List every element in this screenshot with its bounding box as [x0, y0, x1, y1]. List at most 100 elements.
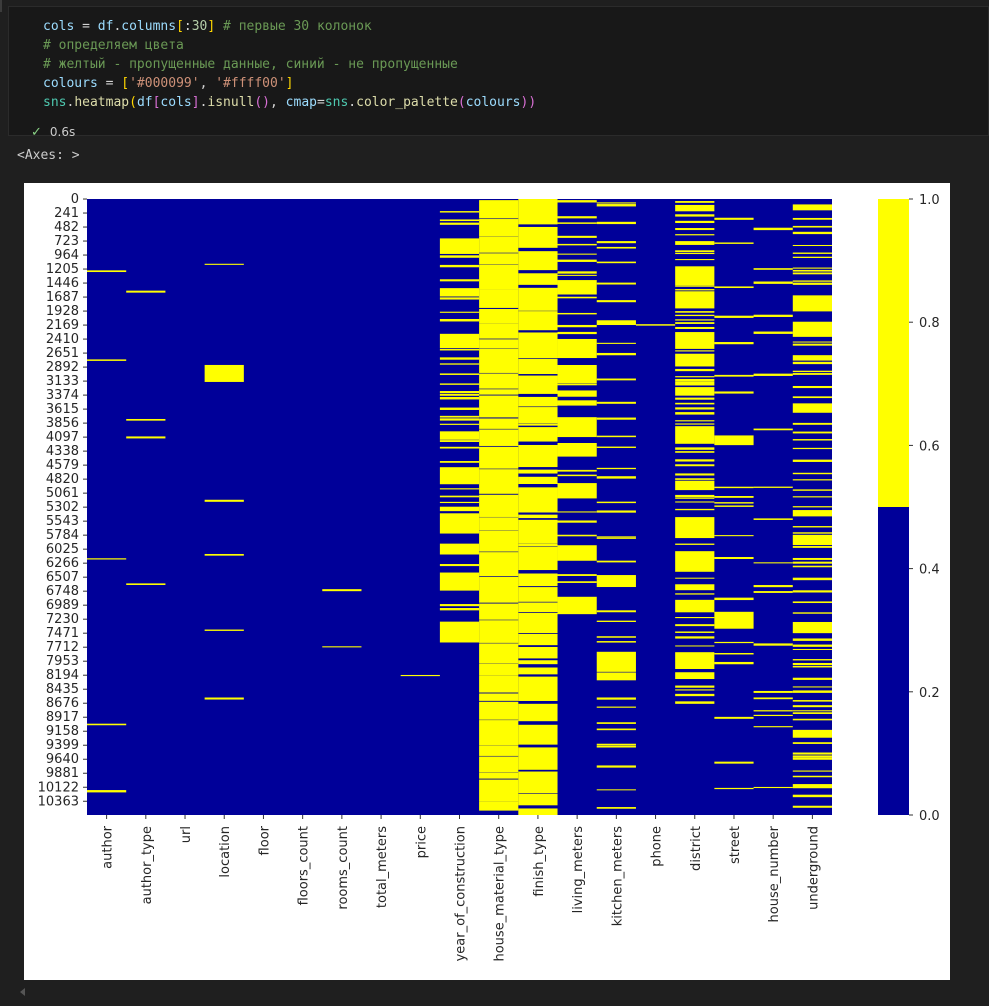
code-cell[interactable]: cols = df.columns[:30] # первые 30 колон… — [8, 6, 989, 140]
missing-band — [557, 596, 597, 615]
missing-band — [126, 436, 166, 439]
missing-band — [675, 285, 715, 287]
row-tick-label: 8917 — [46, 710, 79, 725]
missing-band — [518, 427, 558, 442]
missing-band — [439, 264, 480, 268]
missing-band — [518, 226, 558, 248]
exec-time: 0.6s — [49, 125, 76, 139]
missing-band — [714, 716, 754, 719]
missing-band — [126, 290, 166, 293]
missing-band — [518, 476, 558, 485]
missing-band — [596, 807, 636, 809]
missing-band — [714, 556, 754, 559]
colorbar-tick-label: 1.0 — [919, 193, 940, 208]
row-tick-label: 6748 — [46, 584, 79, 599]
missing-band — [479, 643, 519, 664]
row-tick-label: 9399 — [46, 738, 79, 753]
missing-band — [792, 557, 832, 560]
missing-band — [557, 483, 597, 499]
missing-band — [518, 602, 558, 613]
missing-band — [557, 271, 597, 274]
missing-band — [714, 486, 754, 489]
row-tick-label: 2410 — [46, 332, 79, 347]
code-token: sns — [43, 95, 67, 110]
missing-band — [596, 202, 636, 204]
column-label: street — [728, 826, 743, 864]
code-token: , — [199, 76, 216, 91]
missing-band — [518, 703, 558, 722]
missing-band — [675, 693, 715, 697]
missing-band — [518, 676, 558, 701]
missing-band — [518, 469, 558, 474]
missing-band — [479, 552, 519, 577]
missing-band — [675, 201, 715, 203]
missing-band — [596, 300, 636, 303]
missing-band — [675, 368, 715, 372]
missing-band — [675, 252, 715, 255]
missing-band — [596, 476, 636, 479]
missing-band — [439, 513, 480, 534]
missing-band — [675, 685, 715, 688]
cell-collapse-marker[interactable] — [0, 0, 2, 12]
scroll-left-icon[interactable] — [20, 988, 25, 996]
missing-band — [714, 597, 754, 601]
missing-band — [792, 396, 832, 399]
missing-band — [439, 333, 480, 349]
missing-band — [714, 286, 754, 289]
missing-band — [714, 787, 754, 790]
row-tick-label: 2169 — [46, 318, 79, 333]
missing-band — [557, 511, 597, 513]
missing-band — [439, 238, 480, 254]
column-label: district — [689, 826, 704, 871]
column-label: house_number — [767, 825, 782, 922]
missing-band — [675, 593, 715, 595]
code-token: df — [136, 95, 153, 110]
missing-band — [792, 770, 832, 772]
code-token: colours — [465, 95, 521, 110]
missing-band — [792, 621, 832, 634]
missing-band — [792, 459, 832, 462]
missing-band — [596, 246, 636, 249]
missing-band — [753, 486, 793, 488]
missing-band — [596, 575, 636, 588]
code-token: = — [316, 95, 325, 110]
missing-band — [792, 496, 832, 498]
code-token: : — [183, 19, 192, 34]
missing-band — [596, 417, 636, 420]
missing-band — [792, 534, 832, 546]
missing-band — [596, 467, 636, 470]
missing-band — [792, 565, 832, 568]
row-tick-label: 10363 — [38, 794, 79, 809]
row-tick-label: 6266 — [46, 556, 79, 571]
missing-band — [204, 364, 244, 382]
colorbar-tick-label: 0.4 — [919, 563, 940, 578]
missing-band — [675, 291, 715, 309]
missing-band — [439, 357, 480, 360]
missing-band — [675, 501, 715, 503]
missing-band — [792, 705, 832, 708]
row-tick-label: 482 — [54, 220, 79, 235]
missing-band — [439, 418, 480, 421]
missing-band — [596, 221, 636, 225]
code-token: sns — [324, 95, 349, 110]
missing-band — [518, 771, 558, 794]
missing-band — [675, 350, 715, 352]
missing-band — [596, 204, 636, 207]
row-tick-label: 6507 — [46, 570, 79, 585]
code-editor[interactable]: cols = df.columns[:30] # первые 30 колон… — [43, 17, 536, 112]
missing-band — [792, 272, 832, 275]
missing-band — [439, 415, 480, 418]
missing-band — [204, 629, 244, 631]
missing-band — [792, 225, 832, 228]
missing-band — [596, 352, 636, 356]
missing-band — [792, 204, 832, 211]
code-token: . — [113, 19, 122, 34]
row-tick-label: 8676 — [46, 696, 79, 711]
missing-band — [792, 710, 832, 712]
missing-band — [792, 385, 832, 389]
colorbar-tick-label: 0.2 — [919, 686, 940, 701]
missing-band — [792, 479, 832, 481]
missing-band — [439, 501, 480, 504]
missing-band — [557, 253, 597, 255]
missing-band — [596, 446, 636, 448]
